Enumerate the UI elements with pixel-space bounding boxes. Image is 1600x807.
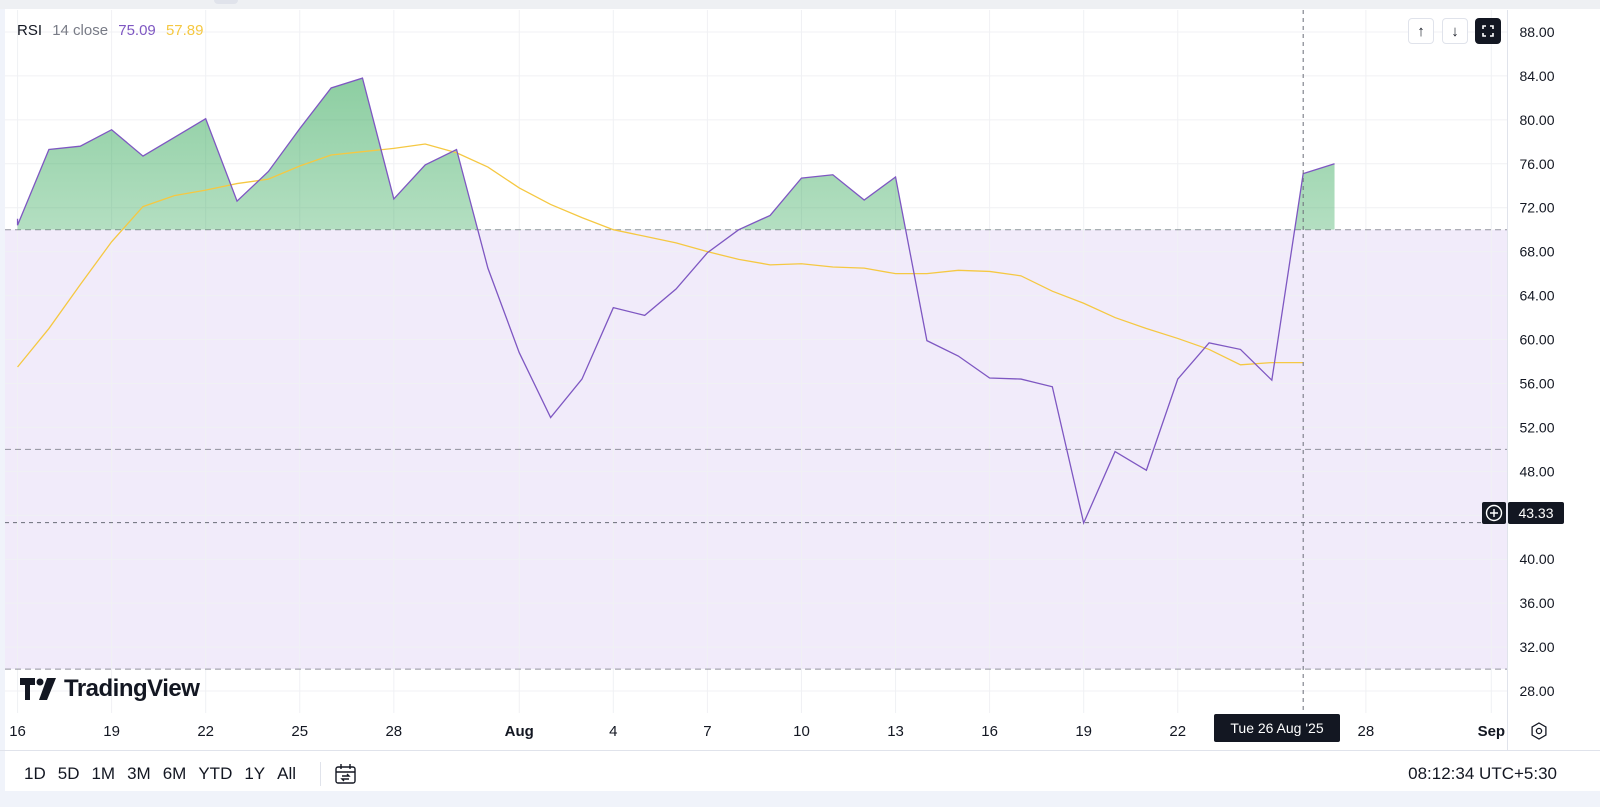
y-tick-label: 80.00 — [1519, 112, 1554, 128]
arrow-down-icon: ↓ — [1451, 22, 1459, 40]
x-tick-label: 28 — [385, 723, 402, 740]
y-tick-label: 40.00 — [1519, 551, 1554, 567]
range-all-button[interactable]: All — [277, 764, 297, 783]
range-6m-button[interactable]: 6M — [162, 764, 187, 783]
top-border — [0, 0, 1600, 9]
y-tick-label: 32.00 — [1519, 639, 1554, 655]
x-tick-label: 10 — [793, 723, 810, 740]
y-tick-label: 28.00 — [1519, 683, 1554, 699]
rsi-series-line — [16, 77, 1335, 526]
range-1m-button[interactable]: 1M — [91, 764, 116, 783]
settings-icon — [1531, 722, 1547, 740]
go-to-date-button[interactable] — [333, 761, 359, 787]
overbought-fill — [17, 78, 1335, 230]
range-5d-button[interactable]: 5D — [57, 764, 80, 783]
y-tick-label: 60.00 — [1519, 332, 1554, 348]
tradingview-logo[interactable]: TradingView — [20, 675, 200, 702]
range-3m-button[interactable]: 3M — [127, 764, 151, 783]
y-tick-label: 84.00 — [1519, 68, 1554, 84]
y-tick-label: 72.00 — [1519, 200, 1554, 216]
x-tick-label: 13 — [887, 723, 904, 740]
plus-circle-icon — [1485, 504, 1503, 522]
toolbar-divider — [320, 762, 322, 786]
timezone-clock[interactable]: 08:12:34 UTC+5:30 — [1408, 764, 1557, 783]
x-tick-label: 16 — [981, 723, 998, 740]
chart-settings-button[interactable] — [1527, 719, 1551, 743]
y-tick-label: 64.00 — [1519, 288, 1554, 304]
x-tick-label: Sep — [1478, 723, 1506, 740]
left-frame — [0, 9, 5, 807]
range-1d-button[interactable]: 1D — [24, 764, 46, 783]
pane-tab[interactable] — [214, 0, 238, 4]
y-tick-label: 68.00 — [1519, 244, 1554, 260]
x-tick-label: Aug — [505, 723, 534, 740]
y-tick-label: 48.00 — [1519, 463, 1554, 479]
add-alert-button[interactable] — [1482, 502, 1506, 524]
tradingview-logo-icon — [20, 678, 56, 700]
x-tick-label: 22 — [1169, 723, 1186, 740]
move-up-button[interactable]: ↑ — [1408, 18, 1434, 44]
maximize-pane-button[interactable] — [1475, 18, 1501, 44]
legend-ma-value: 57.89 — [165, 22, 204, 39]
x-tick-label: 4 — [609, 723, 617, 740]
bottom-toolbar: 1D 5D 1M 3M 6M YTD 1Y All 08:12:34 UTC+5… — [0, 750, 1600, 791]
y-tick-label: 56.00 — [1519, 375, 1554, 391]
x-tick-label: 16 — [9, 723, 26, 740]
y-tick-label: 52.00 — [1519, 419, 1554, 435]
logo-text: TradingView — [64, 675, 200, 702]
range-ytd-button[interactable]: YTD — [198, 764, 233, 783]
arrow-up-icon: ↑ — [1417, 22, 1425, 40]
legend-rsi-value: 75.09 — [118, 22, 156, 39]
range-1y-button[interactable]: 1Y — [244, 764, 266, 783]
move-down-button[interactable]: ↓ — [1442, 18, 1468, 44]
bottom-frame — [0, 791, 1600, 807]
calendar-icon — [335, 764, 356, 784]
fullscreen-icon — [1482, 25, 1494, 37]
x-tick-label: 7 — [703, 723, 711, 740]
y-tick-label: 88.00 — [1519, 24, 1554, 40]
ma-series-line — [17, 143, 1304, 368]
x-tick-label: 28 — [1358, 723, 1375, 740]
x-tick-label: 19 — [1075, 723, 1092, 740]
y-tick-label: 76.00 — [1519, 156, 1554, 172]
crosshair-date-label: Tue 26 Aug '25 — [1214, 714, 1340, 742]
y-tick-label: 36.00 — [1519, 595, 1554, 611]
crosshair-price-label: 43.33 — [1508, 502, 1564, 524]
range-selector: 1D 5D 1M 3M 6M YTD 1Y All — [18, 761, 359, 787]
x-tick-label: 25 — [291, 723, 308, 740]
x-tick-label: 19 — [103, 723, 120, 740]
indicator-legend[interactable]: RSI 14 close 75.09 57.89 — [17, 21, 210, 41]
x-tick-label: 22 — [197, 723, 214, 740]
legend-params: 14 close — [52, 22, 109, 39]
legend-indicator-name: RSI — [17, 22, 43, 39]
